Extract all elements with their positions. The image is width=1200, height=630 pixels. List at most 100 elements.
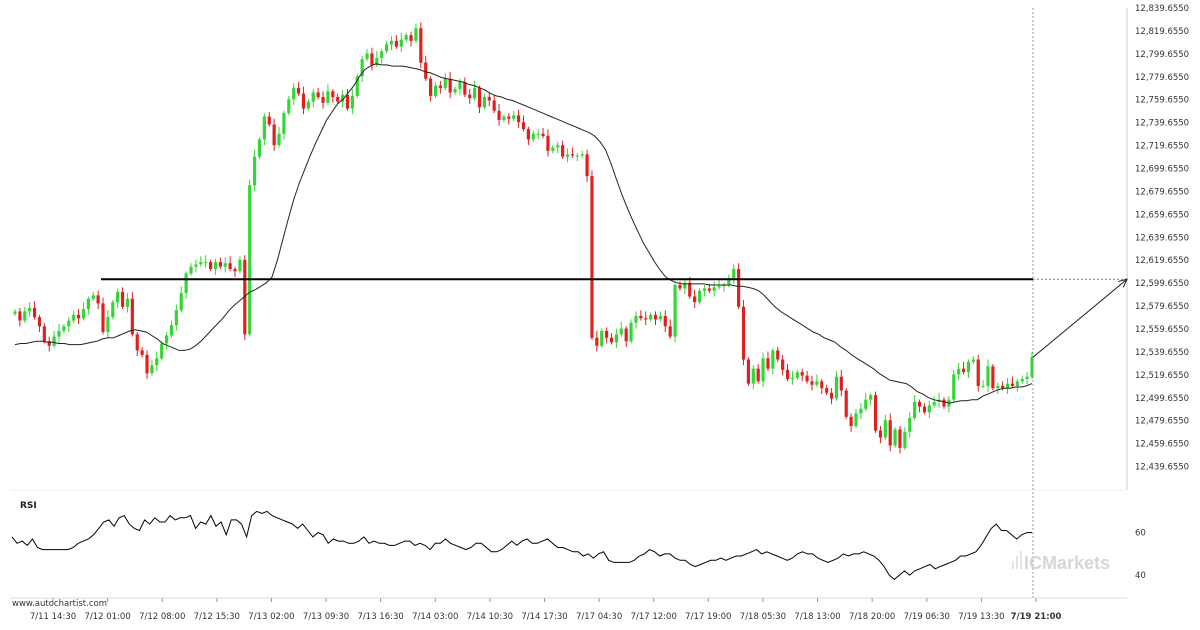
candle-body <box>233 268 237 272</box>
candle-body <box>673 285 677 337</box>
candle-body <box>922 406 927 413</box>
price-tick-label: 12,539.6550 <box>1135 348 1189 358</box>
candle-body <box>952 374 956 400</box>
price-tick-label: 12,839.6550 <box>1135 4 1189 14</box>
candle-body <box>125 298 130 307</box>
candle-body <box>507 116 511 119</box>
candle-body <box>296 87 301 94</box>
candle-body <box>873 395 878 431</box>
candle-body <box>311 92 315 102</box>
candle-body <box>658 315 662 320</box>
candle-body <box>135 334 139 351</box>
candle-body <box>629 322 633 342</box>
candle-body <box>145 354 149 374</box>
candle-body <box>810 381 814 385</box>
candle-body <box>453 88 457 93</box>
time-tick-label: 7/18 20:00 <box>849 612 895 622</box>
candle-body <box>517 115 521 123</box>
candle-body <box>678 285 682 289</box>
price-tick-label: 12,439.6550 <box>1135 463 1189 473</box>
candle-body <box>908 417 912 432</box>
candle-body <box>272 124 276 146</box>
candle-body <box>443 78 447 88</box>
candle-body <box>482 97 486 108</box>
candle-body <box>62 326 66 331</box>
candle-body <box>120 291 125 307</box>
candle-body <box>575 155 579 157</box>
candle-body <box>1001 385 1005 389</box>
candle-body <box>385 44 389 52</box>
candle-body <box>438 85 442 88</box>
candle-body <box>966 361 971 373</box>
candle-body <box>883 420 887 438</box>
candle-body <box>526 129 530 140</box>
candle-body <box>981 385 985 387</box>
time-tick-label: 7/13 09:30 <box>303 612 349 622</box>
candle-body <box>820 381 824 389</box>
candle-body <box>502 116 506 120</box>
candle-body <box>1020 379 1024 382</box>
logo-bar-3 <box>1020 551 1022 569</box>
candle-body <box>331 91 335 98</box>
candle-body <box>419 28 423 63</box>
candle-body <box>888 420 892 446</box>
candle-body <box>404 35 408 40</box>
time-tick-label: 7/19 13:30 <box>958 612 1004 622</box>
candle-body <box>96 295 100 304</box>
candle-body <box>257 139 262 157</box>
candle-body <box>771 350 775 369</box>
time-tick-label: 7/18 13:00 <box>794 612 840 622</box>
candle-body <box>380 51 384 59</box>
candle-body <box>668 326 672 337</box>
autochartist-watermark: www.autochartist.com <box>12 599 107 609</box>
candle-body <box>37 317 42 327</box>
candle-body <box>815 381 819 385</box>
candle-body <box>394 40 398 47</box>
candle-body <box>644 318 648 320</box>
candle-body <box>653 314 658 320</box>
price-tick-label: 12,699.6550 <box>1135 164 1189 174</box>
candle-body <box>238 259 242 272</box>
price-tick-label: 12,739.6550 <box>1135 119 1189 129</box>
logo-bar-1 <box>1012 561 1014 569</box>
price-tick-label: 12,619.6550 <box>1135 256 1189 266</box>
time-tick-label: 7/14 17:30 <box>521 612 567 622</box>
candle-body <box>1015 381 1019 386</box>
candle-body <box>341 94 345 102</box>
forecast-arrowhead <box>1118 278 1128 288</box>
candle-body <box>609 337 614 343</box>
candle-body <box>23 311 27 321</box>
candle-body <box>52 336 56 346</box>
time-tick-label: 7/12 15:30 <box>194 612 240 622</box>
candle-body <box>287 99 291 114</box>
icmarkets-logo-text: ICMarkets <box>1024 553 1110 573</box>
candle-body <box>116 291 120 303</box>
candle-body <box>321 97 325 103</box>
candle-body <box>189 266 193 274</box>
candle-body <box>898 429 902 448</box>
rsi-panel-title: RSI <box>20 501 37 511</box>
price-tick-label: 12,499.6550 <box>1135 394 1189 404</box>
candle-body <box>223 263 227 267</box>
price-tick-label: 12,479.6550 <box>1135 417 1189 427</box>
price-tick-label: 12,679.6550 <box>1135 187 1189 197</box>
candle-body <box>512 115 516 119</box>
candle-body <box>751 368 755 384</box>
time-tick-label: 7/12 08:00 <box>139 612 185 622</box>
candle-body <box>619 328 623 335</box>
candle-body <box>282 113 286 134</box>
price-tick-label: 12,639.6550 <box>1135 233 1189 243</box>
candle-body <box>160 343 164 359</box>
candle-body <box>585 154 589 177</box>
candle-body <box>688 282 692 297</box>
time-tick-label: 7/14 10:30 <box>467 612 513 622</box>
candle-body <box>433 85 438 96</box>
time-tick-label: 7/14 03:00 <box>412 612 458 622</box>
candle-body <box>878 430 883 438</box>
candle-body <box>766 358 770 369</box>
candle-body <box>213 262 218 269</box>
candle-body <box>47 341 51 346</box>
candle-body <box>614 334 618 343</box>
candle-body <box>649 314 653 320</box>
